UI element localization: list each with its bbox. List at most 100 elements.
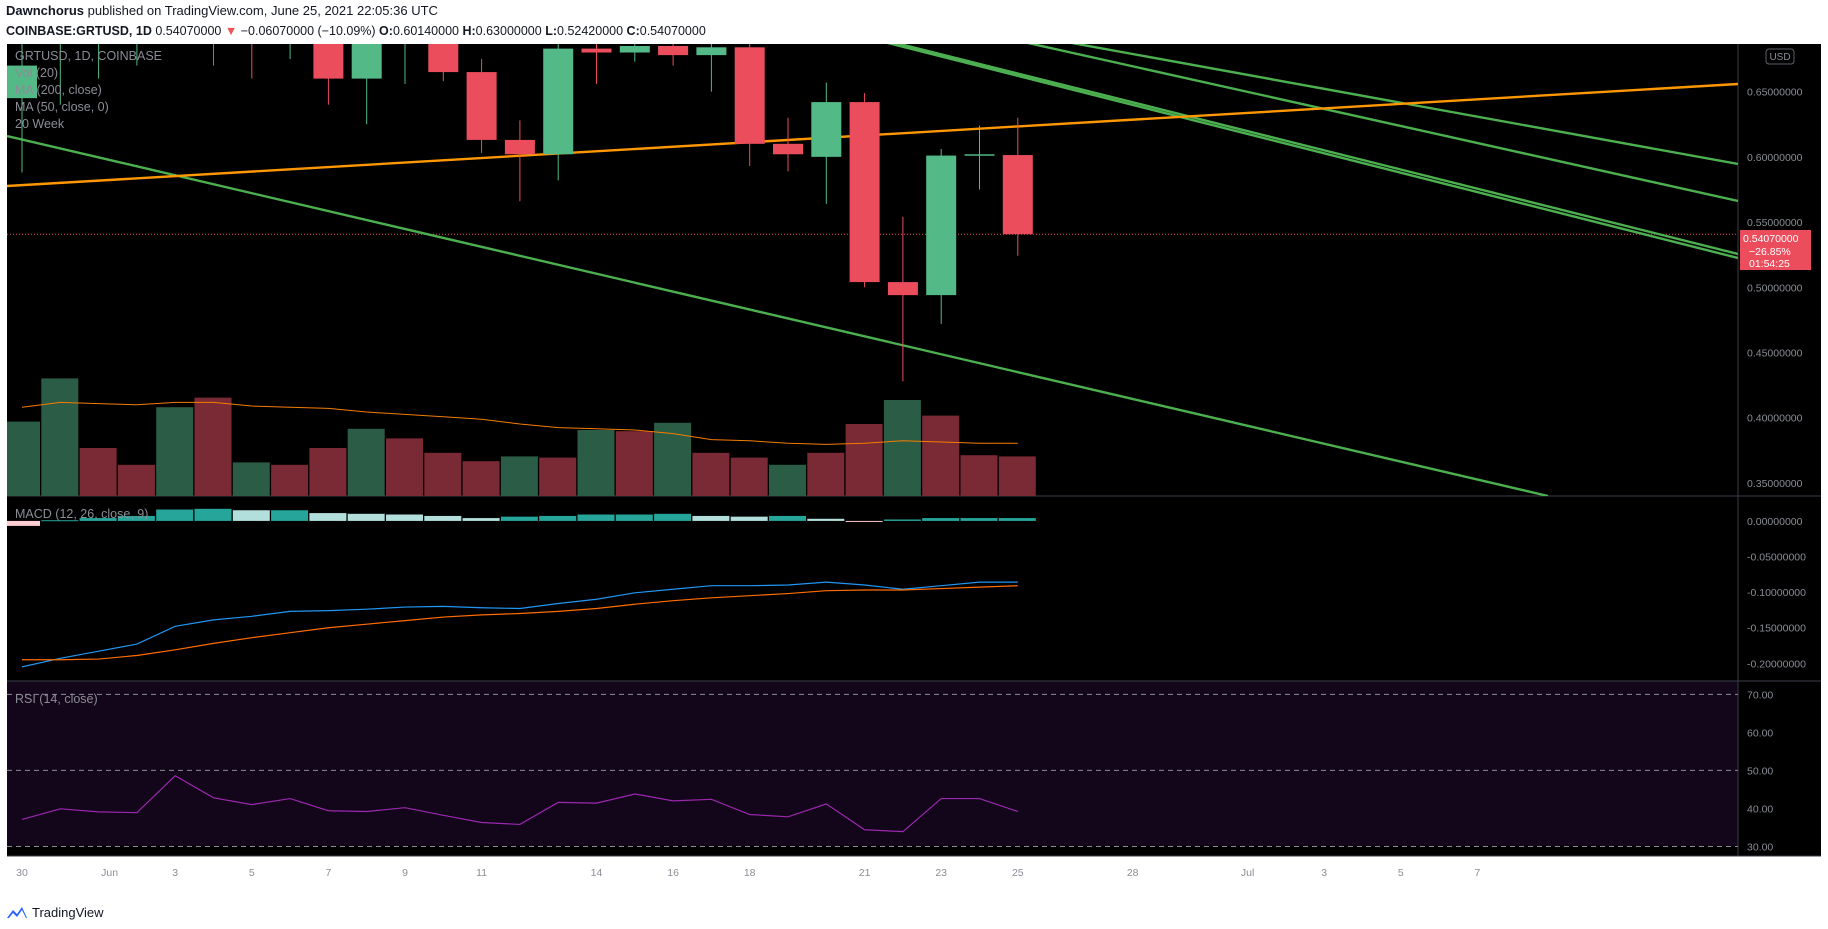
price-axis-label: 40.00	[1747, 803, 1773, 815]
volume-bar	[194, 397, 232, 496]
volume-bar	[769, 464, 806, 496]
volume-bar	[386, 438, 423, 496]
price-axis-label: -0.05000000	[1747, 552, 1806, 564]
volume-bar	[232, 462, 270, 496]
price-axis-label: 0.40000000	[1747, 413, 1803, 425]
candle	[619, 44, 650, 62]
price-axis-label: -0.15000000	[1747, 623, 1806, 635]
macd-histogram-bar	[845, 520, 883, 522]
price-axis-label: 0.00000000	[1747, 516, 1803, 528]
brand-name[interactable]: TradingView	[32, 904, 104, 920]
legend-vol: Vol (20)	[15, 66, 58, 80]
macd-histogram-bar	[577, 514, 615, 521]
legend-symbol: GRTUSD, 1D, COINBASE	[15, 49, 162, 63]
time-axis-label: 30	[16, 867, 28, 879]
time-axis[interactable]: 30 Jun 3 5 7 9 11 14 16 18 21 23 25 28 Jul 3 5 7	[16, 867, 1480, 879]
candle	[964, 125, 995, 190]
time-axis-label: 28	[1127, 867, 1139, 879]
price-pane[interactable]	[3, 44, 1738, 496]
author-name[interactable]: Dawnchorus	[6, 3, 85, 18]
legend-ma200: MA (200, close)	[15, 83, 102, 97]
volume-bar	[807, 452, 845, 496]
candle	[773, 117, 803, 172]
price-axis-label: 60.00	[1747, 727, 1773, 739]
price-axis-label: -0.20000000	[1747, 658, 1806, 670]
macd-histogram-bar	[500, 516, 538, 521]
time-axis-label: 7	[1474, 867, 1480, 879]
candle	[404, 44, 406, 84]
macd-histogram-bar	[117, 515, 155, 521]
macd-histogram-bar	[462, 518, 500, 521]
time-axis-label: 9	[402, 867, 408, 879]
time-axis-label: 16	[667, 867, 679, 879]
close-value: 0.54070000	[639, 24, 706, 38]
volume-bar	[117, 464, 155, 496]
volume-bar	[309, 448, 347, 496]
macd-histogram-bar	[615, 514, 653, 521]
time-axis-label: 5	[1398, 867, 1404, 879]
rsi-legend: RSI (14, close)	[15, 692, 98, 706]
chart-area[interactable]: 0.65000000 0.60000000 0.55000000 0.50000000…	[0, 44, 1828, 899]
price-axis-label: 0.35000000	[1747, 478, 1803, 490]
time-axis-label: 18	[744, 867, 756, 879]
volume-bar	[539, 457, 577, 496]
last-price-tag: 0.54070000 −26.85% 01:54:25	[1740, 230, 1811, 270]
price-change: −0.06070000 (−10.09%)	[240, 24, 376, 38]
signal-line	[22, 585, 1018, 661]
time-axis-label: 5	[249, 867, 255, 879]
price-axis[interactable]: 0.65000000 0.60000000 0.55000000 0.50000000…	[1747, 87, 1806, 854]
macd-histogram-bar	[769, 515, 806, 521]
candle	[251, 44, 253, 79]
volume-bar	[730, 457, 768, 496]
macd-histogram-bar	[424, 515, 462, 521]
macd-histogram-bar	[271, 510, 309, 521]
close-label: C:	[626, 24, 640, 38]
trendline[interactable]	[7, 134, 1549, 496]
time-axis-label: 23	[935, 867, 947, 879]
trendline[interactable]	[1050, 44, 1738, 166]
price-axis-label: -0.10000000	[1747, 587, 1806, 599]
trendline[interactable]	[880, 44, 1738, 256]
macd-histogram-bar	[883, 519, 921, 521]
macd-histogram-bar	[386, 514, 423, 521]
chart-header: Dawnchorus published on TradingView.com,…	[6, 0, 1822, 44]
symbol-text: COINBASE:GRTUSD, 1D	[6, 24, 152, 38]
low-value: 0.52420000	[557, 24, 624, 38]
macd-pane[interactable]	[3, 508, 1036, 668]
volume-bar	[41, 378, 79, 496]
candle	[811, 82, 842, 204]
candle	[734, 44, 765, 166]
volume-bar	[883, 400, 921, 496]
macd-legend: MACD (12, 26, close, 9)	[15, 507, 148, 521]
ohlc-line: COINBASE:GRTUSD, 1D 0.54070000 ▼ −0.0607…	[6, 21, 1822, 42]
candle	[581, 44, 612, 84]
volume-bar	[462, 461, 500, 496]
macd-histogram-bar	[41, 520, 79, 522]
volume-bar	[845, 424, 883, 496]
candle	[428, 44, 459, 82]
macd-histogram-bar	[79, 518, 117, 521]
macd-histogram-bar	[309, 513, 347, 521]
candles	[7, 44, 1033, 382]
macd-histogram-bar	[807, 518, 845, 521]
candle	[926, 149, 957, 324]
last-price-tag-pct: −26.85%	[1749, 246, 1791, 258]
last-price-tag-value: 0.54070000	[1743, 233, 1799, 245]
rsi-line	[21, 774, 1018, 833]
price-axis-label: 0.65000000	[1747, 87, 1803, 99]
macd-histogram-bar	[960, 518, 998, 521]
candle	[289, 44, 291, 60]
price-axis-label: 0.55000000	[1747, 217, 1803, 229]
candle	[1002, 117, 1033, 256]
currency-badge[interactable]	[1765, 48, 1795, 65]
trendline[interactable]	[1010, 44, 1738, 203]
trendline[interactable]	[880, 44, 1738, 260]
time-axis-label: Jul	[1241, 867, 1254, 879]
tradingview-logo-icon[interactable]	[6, 905, 28, 919]
candle	[313, 44, 344, 105]
rsi-pane[interactable]	[7, 693, 1738, 847]
volume-bar	[692, 452, 730, 496]
candle	[466, 59, 497, 153]
time-axis-label: 11	[476, 867, 487, 879]
volume-bar	[500, 456, 538, 496]
